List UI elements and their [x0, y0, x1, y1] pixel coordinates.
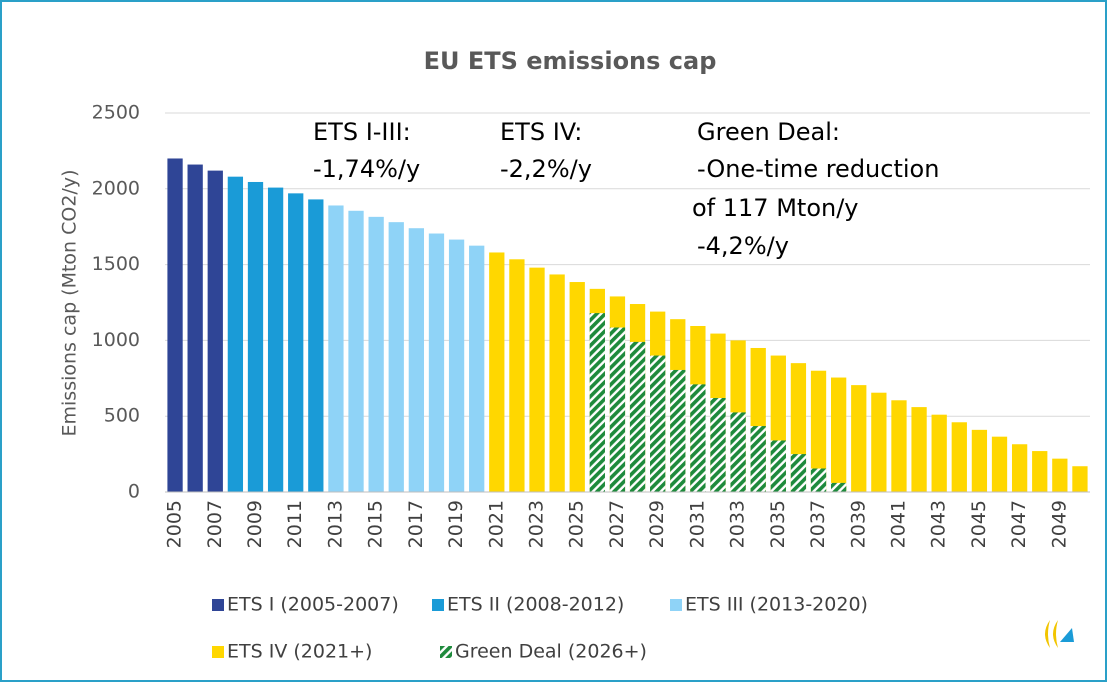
- bar: [247, 181, 264, 492]
- y-axis-title: Emissions cap (Mton CO2/y): [59, 170, 81, 437]
- legend-swatch: [212, 599, 224, 611]
- y-tick-label: 500: [104, 405, 140, 427]
- bar: [308, 199, 324, 493]
- bar: [448, 239, 465, 492]
- x-tick-label: 2047: [1008, 500, 1030, 548]
- bar: [408, 228, 424, 492]
- x-tick-label: 2035: [767, 500, 789, 548]
- x-tick-label: 2017: [405, 500, 427, 548]
- bar: [489, 252, 505, 492]
- bar: [670, 369, 686, 492]
- y-tick-label: 2500: [92, 102, 140, 124]
- x-tick-label: 2009: [244, 500, 266, 548]
- bar: [851, 385, 867, 492]
- bar: [810, 468, 827, 492]
- bar: [469, 245, 485, 492]
- legend-swatch: [440, 646, 452, 658]
- x-tick-label: 2049: [1048, 500, 1070, 548]
- x-tick-label: 2039: [847, 500, 869, 548]
- y-tick-label: 1000: [92, 329, 140, 351]
- bar: [650, 355, 666, 492]
- annotation: -One-time reduction: [697, 155, 939, 183]
- annotation: ETS I-III:: [313, 118, 411, 146]
- bar: [770, 440, 786, 492]
- bar: [368, 216, 384, 492]
- y-tick-label: 2000: [92, 177, 140, 199]
- y-tick-label: 1500: [92, 253, 140, 275]
- legend-label: ETS I (2005-2007): [227, 594, 399, 616]
- bar: [509, 259, 525, 492]
- legend-label: ETS II (2008-2012): [447, 594, 624, 616]
- legend-label: ETS IV (2021+): [227, 641, 372, 663]
- x-tick-label: 2007: [204, 500, 226, 548]
- logo: [1045, 620, 1074, 648]
- legend-swatch: [432, 599, 444, 611]
- x-tick-label: 2045: [968, 500, 990, 548]
- bar: [267, 187, 284, 492]
- annotation: of 117 Mton/y: [692, 194, 859, 222]
- bar: [710, 398, 726, 492]
- bar: [529, 267, 545, 492]
- bar: [991, 436, 1008, 492]
- x-tick-label: 2019: [445, 500, 467, 548]
- bar: [951, 422, 967, 492]
- bar: [1011, 444, 1028, 492]
- x-tick-label: 2011: [284, 500, 306, 548]
- bar: [911, 407, 927, 492]
- annotation: Green Deal:: [697, 118, 840, 146]
- bar: [831, 482, 847, 492]
- annotation: ETS IV:: [500, 118, 582, 146]
- x-tick-label: 2031: [686, 500, 708, 548]
- bar: [1032, 451, 1048, 492]
- x-tick-label: 2005: [164, 500, 186, 548]
- annotation: -4,2%/y: [697, 232, 789, 260]
- x-tick-label: 2015: [365, 500, 387, 548]
- x-tick-label: 2021: [485, 500, 507, 548]
- bar: [348, 210, 364, 493]
- bar: [810, 370, 827, 492]
- x-tick-label: 2037: [807, 500, 829, 548]
- bar: [690, 384, 706, 492]
- bar: [227, 176, 244, 492]
- y-tick-label: 0: [128, 481, 140, 503]
- x-tick-label: 2023: [526, 500, 548, 548]
- annotation: -2,2%/y: [500, 155, 592, 183]
- bar: [167, 158, 183, 493]
- bar: [187, 164, 203, 492]
- bar: [1072, 466, 1088, 492]
- bar: [730, 412, 746, 492]
- x-tick-label: 2029: [646, 500, 668, 548]
- bar: [790, 454, 807, 492]
- bar: [750, 426, 766, 492]
- bar: [629, 341, 646, 492]
- bar: [871, 392, 887, 492]
- bar: [931, 414, 947, 492]
- bar: [428, 233, 445, 492]
- bar: [589, 313, 605, 492]
- x-tick-label: 2013: [324, 500, 346, 548]
- annotation: -1,74%/y: [313, 155, 420, 183]
- legend-swatch: [670, 599, 682, 611]
- bar: [288, 193, 304, 492]
- bar: [891, 400, 907, 492]
- x-tick-label: 2041: [887, 500, 909, 548]
- x-tick-label: 2033: [727, 500, 749, 548]
- chart-title: EU ETS emissions cap: [424, 47, 717, 75]
- x-tick-label: 2025: [566, 500, 588, 548]
- bar: [1052, 458, 1068, 492]
- bar: [569, 282, 585, 492]
- legend-label: ETS III (2013-2020): [685, 594, 868, 616]
- bar: [207, 170, 223, 492]
- legend-label: Green Deal (2026+): [455, 641, 647, 663]
- bar: [609, 327, 626, 492]
- bar: [328, 205, 344, 492]
- bar: [549, 274, 565, 492]
- bar: [388, 222, 404, 493]
- bar: [971, 429, 988, 492]
- legend-swatch: [212, 646, 224, 658]
- x-tick-label: 2043: [928, 500, 950, 548]
- x-tick-label: 2027: [606, 500, 628, 548]
- bar: [831, 377, 847, 492]
